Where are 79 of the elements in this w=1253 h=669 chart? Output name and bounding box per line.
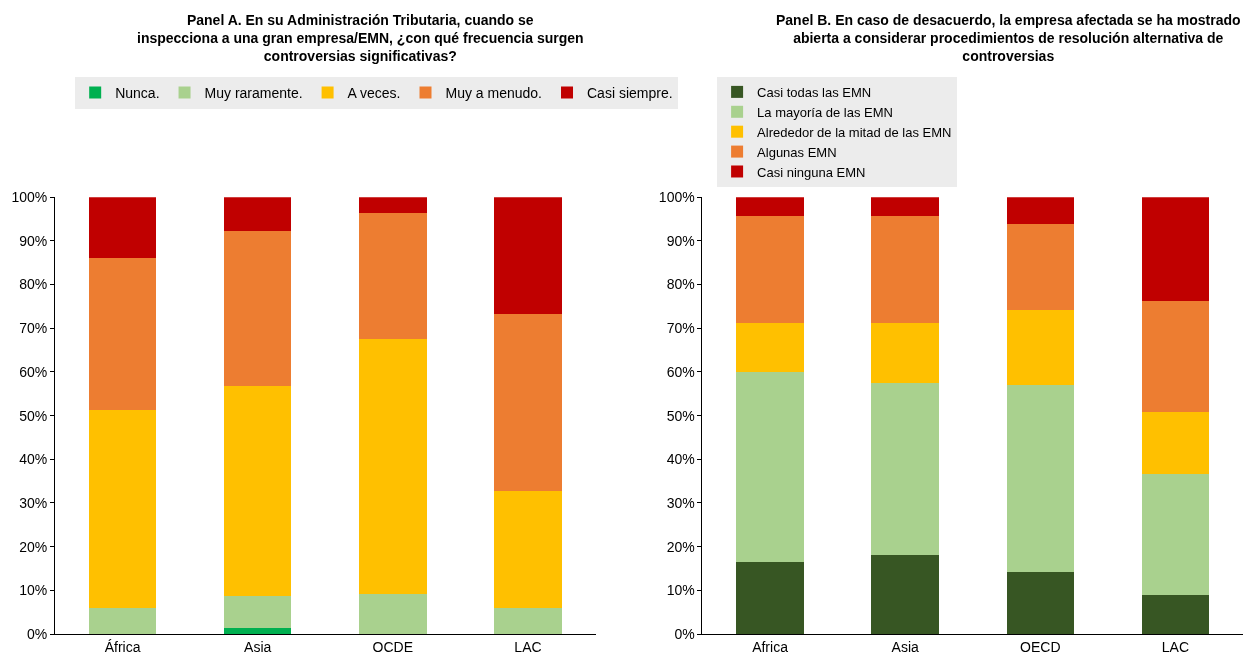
bar (1006, 197, 1075, 224)
legend-label: Alrededor de la mitad de las EMN (757, 124, 952, 140)
bar (736, 197, 804, 217)
legend-label: A veces. (347, 84, 401, 101)
y-tick-label: 90% (666, 232, 695, 249)
bar (871, 216, 939, 324)
y-tick-label: 30% (19, 494, 48, 511)
y-tick-label: 0% (674, 625, 695, 642)
bar (1006, 310, 1075, 386)
y-tick-label: 10% (19, 582, 48, 599)
y-tick-label: 40% (19, 451, 48, 468)
bar (494, 314, 562, 492)
legend-label: Nunca. (115, 84, 160, 101)
bar (1141, 197, 1210, 302)
bar (223, 596, 292, 629)
chart-title: Panel A. En su Administración Tributaria, cuando se inspecciona a una gran empresa/EMN, ¿con qué frecuencia surgen controversias significativas? (137, 12, 584, 65)
bar (359, 197, 427, 213)
y-tick-label: 30% (666, 494, 695, 511)
bar (223, 197, 292, 232)
bar (88, 608, 157, 634)
bar (736, 372, 804, 562)
y-tick-label: 60% (666, 363, 695, 380)
y-tick-label: 60% (19, 363, 48, 380)
bar (359, 212, 427, 340)
bar (1141, 473, 1210, 596)
y-tick-label: 0% (26, 625, 48, 642)
legend-label: Muy raramente. (204, 84, 303, 101)
y-tick-label: 50% (19, 407, 48, 424)
bar (1006, 223, 1075, 311)
y-tick-label: 80% (666, 276, 695, 293)
bar (871, 383, 939, 555)
legend-label: Casi todas las EMN (757, 84, 872, 100)
chart-title: Panel B. En caso de desacuerdo, la empresa afectada se ha mostrado abierta a considerar procedimientos de resolución alternativa de controversias (776, 12, 1241, 65)
bar (871, 554, 939, 634)
bar (88, 197, 157, 258)
x-tick-label: LAC (1161, 638, 1190, 655)
bar (88, 257, 157, 410)
bar (736, 216, 804, 324)
bar (359, 594, 427, 634)
x-tick-label: OCDE (372, 638, 414, 655)
bar (736, 561, 804, 634)
legend-label: Algunas EMN (757, 144, 837, 160)
y-tick-label: 90% (19, 232, 48, 249)
bar (88, 409, 157, 609)
x-tick-label: Asia (244, 638, 272, 655)
bar (223, 628, 292, 634)
y-tick-label: 100% (658, 189, 695, 206)
bar (1006, 572, 1075, 634)
bar (359, 339, 427, 595)
bar (1141, 412, 1210, 474)
bar (871, 197, 939, 217)
bar (494, 491, 562, 609)
bar (223, 231, 292, 387)
y-tick-label: 70% (666, 320, 695, 337)
x-tick-label: Asia (891, 638, 919, 655)
legend-label: La mayoría de las EMN (757, 104, 893, 120)
y-tick-label: 50% (666, 407, 695, 424)
legend-label: Casi siempre. (587, 84, 673, 101)
y-tick-label: 20% (666, 538, 695, 555)
bar (871, 323, 939, 384)
x-tick-label: OECD (1020, 638, 1061, 655)
y-tick-label: 70% (19, 320, 48, 337)
bar (1006, 385, 1075, 573)
x-tick-label: LAC (514, 638, 542, 655)
y-tick-label: 10% (666, 582, 695, 599)
bar (494, 608, 562, 634)
legend-label: Muy a menudo. (445, 84, 543, 101)
bar (736, 323, 804, 373)
bar (494, 197, 562, 315)
x-tick-label: África (104, 638, 141, 655)
y-tick-label: 100% (11, 189, 48, 206)
y-tick-label: 20% (19, 538, 48, 555)
y-tick-label: 40% (666, 451, 695, 468)
bar (1141, 301, 1210, 413)
y-tick-label: 80% (19, 276, 48, 293)
bar (223, 386, 292, 597)
legend-label: Casi ninguna EMN (757, 164, 866, 180)
bar (1141, 595, 1210, 634)
x-tick-label: Africa (752, 638, 789, 655)
